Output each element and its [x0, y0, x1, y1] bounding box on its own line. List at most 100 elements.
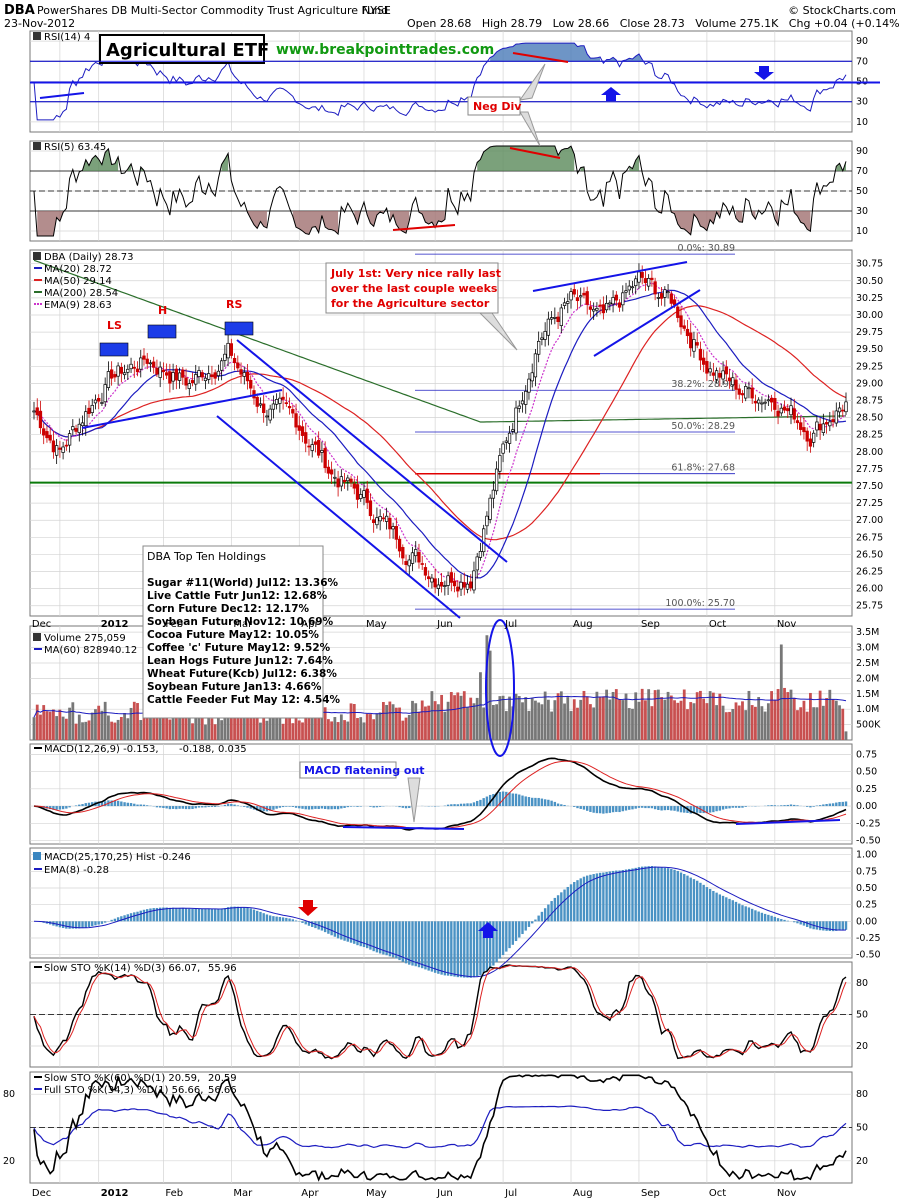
volume-bar	[805, 711, 809, 740]
rsi5-oversold-fill	[37, 211, 811, 236]
macd1-hist-bar	[838, 801, 841, 807]
macd2-hist-bar	[356, 921, 359, 946]
candle-body	[329, 469, 334, 475]
volume-bar	[792, 697, 796, 740]
volume-bar	[789, 689, 793, 740]
volume-bar	[770, 691, 773, 740]
macd2-hist-bar	[194, 908, 197, 922]
macd2-hist-bar	[252, 909, 256, 922]
volume-bar	[747, 690, 751, 740]
volume-bar	[204, 724, 207, 740]
candle-body	[786, 408, 790, 412]
volume-bar	[530, 698, 534, 740]
macd2-hist-bar	[822, 921, 825, 931]
macd1-hist-bar	[634, 806, 637, 809]
candle-body	[617, 302, 622, 308]
candle-body	[336, 478, 340, 488]
candle-body	[530, 372, 534, 382]
macd1-hist-bar	[48, 806, 52, 810]
macd2-hist-bar	[631, 868, 634, 922]
volume-bar	[543, 691, 547, 740]
svg-text:56.66: 56.66	[208, 1085, 237, 1096]
volume-bar	[796, 710, 799, 740]
volume-bar	[262, 708, 266, 740]
macd2-hist-bar	[463, 921, 466, 978]
volume-bar	[420, 700, 424, 740]
candle-body	[689, 332, 693, 349]
volume-bar	[145, 704, 149, 740]
candle-body	[799, 422, 803, 430]
candle-body	[543, 331, 547, 340]
channel-upper	[236, 339, 508, 563]
candle-body	[427, 576, 431, 580]
vol-tick-label: 1.5M	[856, 689, 879, 700]
macd2-hist-bar	[550, 901, 553, 922]
macd2-hist-bar	[582, 876, 586, 922]
candle-body	[132, 366, 136, 369]
macd1-hist-bar	[133, 803, 136, 807]
candle-body	[659, 293, 664, 299]
macd2-hist-bar	[340, 921, 343, 940]
volume-bar	[35, 704, 39, 740]
symbol: DBA	[4, 3, 35, 18]
candle-body	[349, 478, 353, 483]
macd1-hist-bar	[835, 802, 838, 807]
legend-rsi14: RSI(14) 4	[33, 32, 90, 43]
volume-bar	[631, 708, 634, 740]
candle-body	[779, 407, 783, 414]
price-tick-label: 27.25	[856, 498, 883, 509]
macd2-hist-bar	[404, 921, 408, 964]
volume-bar	[297, 720, 301, 740]
candle-body	[514, 407, 518, 434]
candle-body	[71, 426, 75, 431]
macd1-hist-bar	[304, 806, 307, 810]
macd2-hist-bar	[835, 921, 838, 931]
macd2-hist-bar	[171, 907, 175, 922]
macd1-hist-bar	[320, 806, 324, 809]
macd2-hist-bar	[734, 901, 738, 922]
volume-bar	[414, 703, 418, 740]
candle-body	[663, 289, 667, 298]
sto2-tick-label: 20	[856, 1156, 868, 1167]
candle-body	[164, 372, 169, 376]
x-label-top: Oct	[709, 619, 726, 630]
candle-body	[815, 421, 819, 431]
macd1-hist-bar	[301, 806, 304, 809]
candle-body	[744, 386, 748, 399]
volume-bar	[498, 696, 502, 740]
candle-body	[837, 407, 842, 413]
macd1-hist-bar	[61, 806, 65, 810]
macd1-hist-bar	[841, 801, 844, 807]
volume-bar	[352, 704, 356, 740]
volume-bar	[207, 710, 211, 740]
svg-text:July 1st: Very nice rally last: July 1st: Very nice rally last	[330, 267, 501, 280]
macd2-hist-bar	[362, 921, 366, 948]
site-link[interactable]: www.breakpointtrades.com	[276, 42, 494, 58]
macd2-hist-bar	[501, 921, 505, 956]
candle-body	[449, 572, 453, 583]
macd1-hist-bar	[178, 806, 181, 809]
volume-bar	[559, 691, 563, 740]
macd1-flat-line2	[735, 819, 841, 825]
macd2-hist-bar	[660, 867, 663, 922]
volume-bar	[569, 711, 573, 740]
candle-body	[155, 367, 159, 375]
macd1-hist-bar	[184, 806, 188, 810]
macd2-hist-bar	[246, 907, 249, 922]
macd1-hist-bar	[259, 806, 262, 811]
candle-body	[737, 388, 741, 395]
candle-body	[504, 440, 508, 443]
macd1-hist-bar	[146, 805, 149, 807]
volume-bar	[669, 695, 673, 740]
x-label-bottom: Sep	[641, 1188, 660, 1199]
volume-bar	[90, 712, 94, 740]
macd1-hist-bar	[670, 806, 673, 811]
candle-body	[546, 318, 551, 336]
volume-bar	[563, 703, 566, 740]
macd2-hist-bar	[825, 921, 828, 931]
candle-body	[647, 277, 651, 287]
macd-callout	[407, 777, 421, 823]
macd2-hist-bar	[146, 909, 149, 922]
volume-bar	[553, 700, 557, 740]
macd2-hist-bar	[485, 921, 489, 972]
